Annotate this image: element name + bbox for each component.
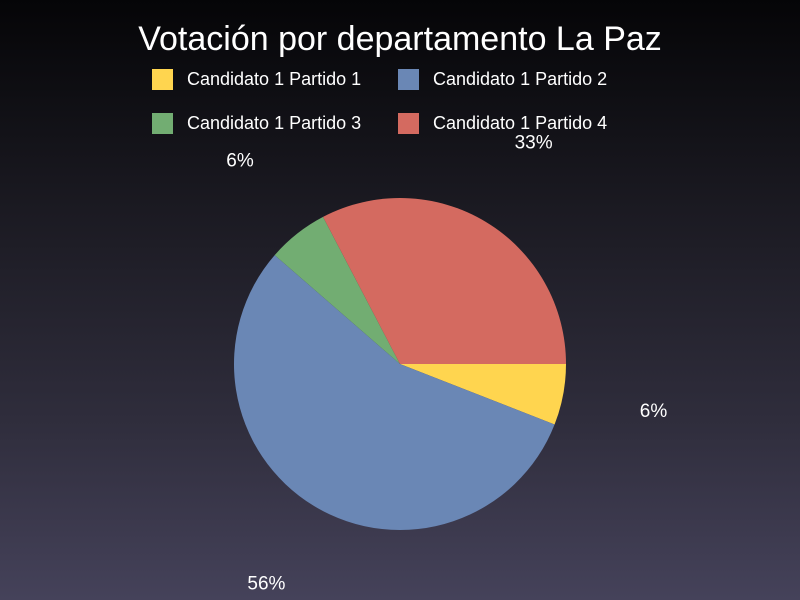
legend: Candidato 1 Partido 1 Candidato 1 Partid… [152, 68, 672, 134]
pie-label-partido-2: 56% [247, 574, 285, 595]
legend-label-partido-4: Candidato 1 Partido 4 [433, 112, 608, 133]
legend-swatch-partido-1 [152, 68, 173, 90]
pie-labels: 6% 56% 6% 33% [226, 132, 667, 594]
pie-slices [233, 197, 567, 531]
chart-title: Votación por departamento La Paz [138, 20, 662, 58]
legend-swatch-partido-2 [398, 68, 419, 90]
legend-item-partido-3[interactable]: Candidato 1 Partido 3 [152, 112, 398, 134]
legend-swatch-partido-3 [152, 112, 173, 134]
legend-item-partido-2[interactable]: Candidato 1 Partido 2 [398, 68, 658, 90]
pie-label-partido-1: 6% [640, 401, 668, 422]
legend-swatch-partido-4 [398, 112, 419, 134]
pie-slice-partido-2[interactable] [233, 255, 555, 531]
legend-item-partido-4[interactable]: Candidato 1 Partido 4 [398, 112, 658, 134]
pie-label-partido-3: 6% [226, 151, 254, 172]
legend-label-partido-1: Candidato 1 Partido 1 [187, 68, 362, 89]
pie-label-partido-4: 33% [515, 132, 553, 153]
pie-slice-partido-1[interactable] [400, 364, 566, 425]
pie-slice-partido-3[interactable] [274, 216, 400, 364]
legend-label-partido-2: Candidato 1 Partido 2 [433, 68, 608, 89]
legend-item-partido-1[interactable]: Candidato 1 Partido 1 [152, 68, 398, 90]
legend-label-partido-3: Candidato 1 Partido 3 [187, 112, 362, 133]
pie-slice-partido-4[interactable] [323, 197, 567, 364]
